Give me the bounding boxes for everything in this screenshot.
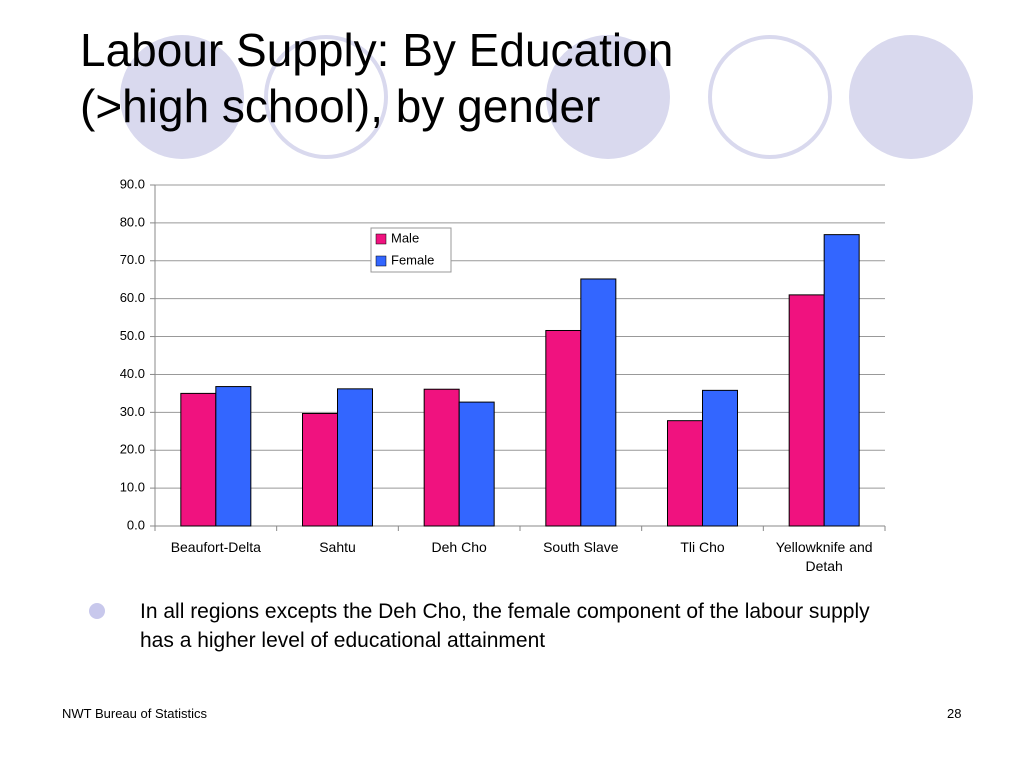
x-tick-label: Beaufort-Delta xyxy=(170,539,261,555)
bar xyxy=(580,278,617,527)
bar xyxy=(215,386,252,527)
x-tick-label: Tli Cho xyxy=(680,539,725,555)
bar xyxy=(423,388,460,527)
y-tick-label: 0.0 xyxy=(127,517,145,532)
x-tick-label: Yellowknife and Detah xyxy=(775,539,873,574)
bar xyxy=(702,389,738,527)
bar xyxy=(667,420,703,527)
decoration xyxy=(89,35,973,619)
legend-swatch xyxy=(375,255,387,267)
slide-title: Labour Supply: By Education (>high schoo… xyxy=(80,24,674,132)
x-tick-label: Sahtu xyxy=(319,539,356,555)
bar xyxy=(458,401,495,527)
bar xyxy=(788,294,825,527)
page-number: 28 xyxy=(947,706,962,721)
y-tick-label: 50.0 xyxy=(120,328,145,343)
legend-label: Female xyxy=(391,252,434,267)
legend-swatch xyxy=(375,233,387,245)
bar xyxy=(823,234,860,527)
y-tick-label: 40.0 xyxy=(120,366,145,381)
legend-label: Male xyxy=(391,230,419,245)
bar xyxy=(337,388,373,527)
y-tick-label: 20.0 xyxy=(120,442,145,457)
y-tick-label: 90.0 xyxy=(120,176,145,191)
bar xyxy=(545,329,582,527)
x-tick-label: Deh Cho xyxy=(431,539,487,555)
y-tick-label: 10.0 xyxy=(120,480,145,495)
y-tick-label: 70.0 xyxy=(120,252,145,267)
x-tick-label: South Slave xyxy=(543,539,619,555)
bar xyxy=(180,392,217,527)
footer: NWT Bureau of Statistics xyxy=(62,706,207,721)
bullet-text: In all regions excepts the Deh Cho, the … xyxy=(140,600,870,652)
y-tick-label: 80.0 xyxy=(120,214,145,229)
y-tick-label: 60.0 xyxy=(120,290,145,305)
y-tick-label: 30.0 xyxy=(120,404,145,419)
bar xyxy=(302,412,338,527)
